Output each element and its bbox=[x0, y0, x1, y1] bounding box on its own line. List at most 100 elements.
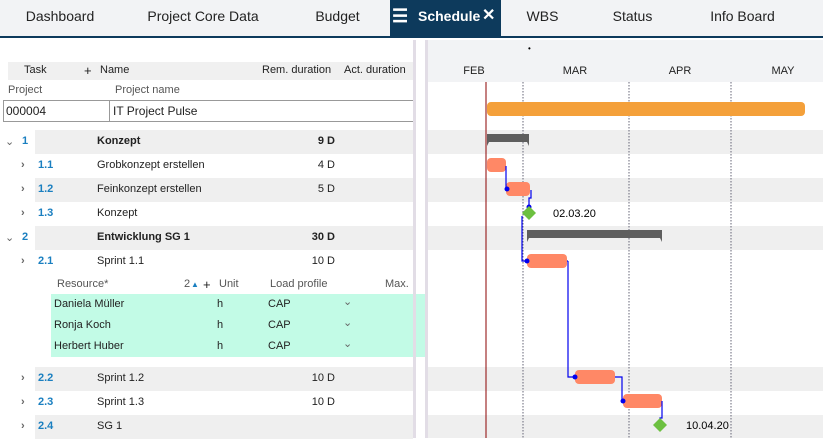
task-number: 1.1 bbox=[38, 159, 54, 171]
task-rem-duration: 4 D bbox=[317, 159, 335, 171]
task-bar-2.3 bbox=[623, 394, 662, 408]
resource-unit[interactable]: h bbox=[217, 298, 224, 310]
close-icon[interactable]: ✕ bbox=[482, 7, 496, 24]
tab-bar: Dashboard Project Core Data Budget ☰ Sch… bbox=[0, 0, 823, 38]
project-name-field[interactable]: IT Project Pulse bbox=[109, 100, 415, 122]
chevron-right-icon[interactable]: › bbox=[21, 420, 25, 432]
task-name: Feinkonzept erstellen bbox=[97, 183, 202, 195]
add-task-button[interactable]: + bbox=[84, 63, 92, 78]
table-row[interactable]: › 2.1 Sprint 1.1 10 D bbox=[21, 250, 413, 274]
tab-wbs[interactable]: WBS bbox=[526, 8, 559, 24]
task-rem-duration: 10 D bbox=[311, 255, 335, 267]
header-act-duration[interactable]: Act. duration bbox=[344, 64, 406, 76]
project-id-field[interactable]: 000004 bbox=[3, 100, 110, 122]
tab-project-core-data[interactable]: Project Core Data bbox=[147, 8, 259, 24]
header-name[interactable]: Name bbox=[100, 64, 130, 76]
task-name: Entwicklung SG 1 bbox=[97, 231, 190, 243]
table-row[interactable]: ⌄ 2 Entwicklung SG 1 30 D bbox=[5, 226, 413, 250]
milestone-date-2.4: 10.04.20 bbox=[686, 420, 729, 432]
tab-budget[interactable]: Budget bbox=[315, 8, 360, 24]
tab-schedule-label: Schedule bbox=[418, 8, 481, 24]
tab-info-board[interactable]: Info Board bbox=[710, 8, 775, 24]
task-rem-duration: 5 D bbox=[317, 183, 335, 195]
chevron-right-icon[interactable]: › bbox=[21, 183, 25, 195]
link-line bbox=[528, 190, 532, 207]
chevron-right-icon[interactable]: › bbox=[21, 207, 25, 219]
table-row[interactable]: › 1.3 Konzept bbox=[21, 202, 413, 226]
table-row[interactable]: › 1.2 Feinkonzept erstellen 5 D bbox=[21, 178, 413, 202]
chevron-right-icon[interactable]: › bbox=[21, 372, 25, 384]
header-rem-duration[interactable]: Rem. duration bbox=[262, 64, 332, 76]
gantt-chart: • FEB MAR APR MAY 02.03.20 10.04.20 bbox=[428, 40, 823, 438]
resource-name[interactable]: Herbert Huber bbox=[54, 340, 124, 352]
milestone-date-1.3: 02.03.20 bbox=[553, 208, 596, 220]
chevron-down-icon[interactable]: ⌄ bbox=[5, 136, 15, 148]
task-bar-2.2 bbox=[575, 370, 615, 384]
task-bar-2.1 bbox=[527, 254, 567, 268]
table-row[interactable]: › 2.2 Sprint 1.2 10 D bbox=[21, 367, 413, 391]
chevron-right-icon[interactable]: › bbox=[21, 159, 25, 171]
task-name: Sprint 1.2 bbox=[97, 372, 145, 384]
task-number: 1.3 bbox=[38, 207, 54, 219]
chevron-right-icon[interactable]: › bbox=[21, 255, 25, 267]
task-number: 2.2 bbox=[38, 372, 54, 384]
summary-bar-konzept bbox=[487, 134, 529, 146]
task-number: 2.4 bbox=[38, 420, 54, 432]
add-resource-button[interactable]: + bbox=[203, 277, 211, 292]
task-rem-duration: 30 D bbox=[311, 231, 335, 243]
month-feb: FEB bbox=[463, 65, 484, 77]
project-id-label: Project bbox=[8, 84, 43, 96]
resource-name[interactable]: Daniela Müller bbox=[54, 298, 125, 310]
resource-row[interactable]: Daniela Müller h CAP ⌄ bbox=[51, 294, 425, 315]
resource-unit[interactable]: h bbox=[217, 340, 224, 352]
task-bar-1.1 bbox=[487, 158, 506, 172]
resource-load-profile[interactable]: CAP bbox=[268, 319, 291, 331]
chevron-right-icon[interactable]: › bbox=[21, 396, 25, 408]
sort-count[interactable]: 2 bbox=[184, 278, 191, 290]
tab-dashboard[interactable]: Dashboard bbox=[25, 8, 95, 24]
table-row[interactable]: › 2.4 SG 1 bbox=[21, 415, 413, 439]
scale-marker: • bbox=[528, 44, 531, 53]
resource-row[interactable]: Ronja Koch h CAP ⌄ bbox=[51, 315, 425, 336]
task-number: 1.2 bbox=[38, 183, 54, 195]
chevron-down-icon[interactable]: ⌄ bbox=[343, 296, 353, 308]
sort-up-icon[interactable]: ▲ bbox=[191, 280, 199, 289]
chevron-down-icon[interactable]: ⌄ bbox=[343, 338, 353, 350]
resource-load-profile[interactable]: CAP bbox=[268, 340, 291, 352]
header-unit[interactable]: Unit bbox=[219, 278, 239, 290]
task-name: Konzept bbox=[97, 207, 138, 219]
link-dot bbox=[504, 186, 510, 192]
resource-load-profile[interactable]: CAP bbox=[268, 298, 291, 310]
table-row[interactable]: › 1.1 Grobkonzept erstellen 4 D bbox=[21, 154, 413, 178]
resource-name[interactable]: Ronja Koch bbox=[54, 319, 111, 331]
timeline-header bbox=[428, 40, 823, 82]
month-apr: APR bbox=[669, 65, 692, 77]
milestone-2.4 bbox=[653, 418, 667, 432]
chevron-down-icon[interactable]: ⌄ bbox=[5, 232, 15, 244]
task-name: Konzept bbox=[97, 135, 141, 147]
header-resource[interactable]: Resource* bbox=[57, 278, 109, 290]
chevron-down-icon[interactable]: ⌄ bbox=[343, 317, 353, 329]
table-row[interactable]: › 2.3 Sprint 1.3 10 D bbox=[21, 391, 413, 415]
splitter-left[interactable] bbox=[413, 40, 416, 438]
task-rem-duration: 9 D bbox=[317, 135, 335, 147]
milestone-1.3 bbox=[522, 206, 536, 220]
tab-status[interactable]: Status bbox=[612, 8, 653, 24]
task-number: 2 bbox=[22, 231, 29, 243]
tab-schedule[interactable]: ☰ Schedule ✕ bbox=[390, 0, 501, 38]
link-dot bbox=[572, 374, 578, 380]
table-row[interactable]: ⌄ 1 Konzept 9 D bbox=[5, 130, 413, 154]
header-load-profile[interactable]: Load profile bbox=[270, 278, 328, 290]
task-number: 2.1 bbox=[38, 255, 54, 267]
task-bar-1.2 bbox=[506, 182, 530, 196]
splitter-right[interactable] bbox=[425, 40, 428, 438]
month-may: MAY bbox=[771, 65, 795, 77]
task-name: SG 1 bbox=[97, 420, 123, 432]
resource-unit[interactable]: h bbox=[217, 319, 224, 331]
menu-icon[interactable]: ☰ bbox=[392, 6, 409, 26]
resource-row[interactable]: Herbert Huber h CAP ⌄ bbox=[51, 336, 425, 357]
header-task[interactable]: Task bbox=[24, 64, 47, 76]
header-max[interactable]: Max. bbox=[385, 278, 409, 290]
summary-bar-entwicklung bbox=[527, 230, 662, 242]
link-line bbox=[567, 260, 575, 378]
